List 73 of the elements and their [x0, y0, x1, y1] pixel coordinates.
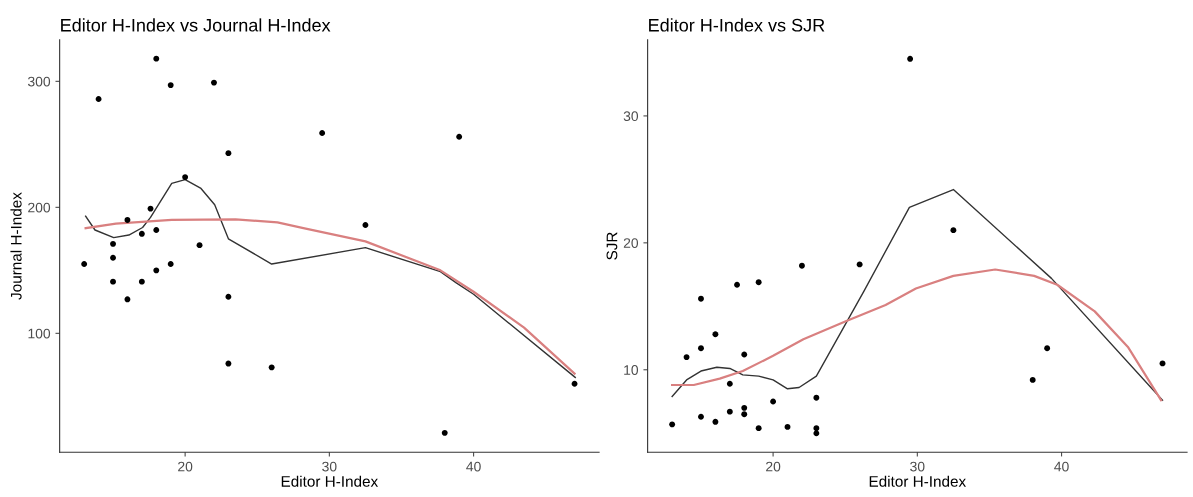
line-series	[84, 218, 576, 375]
point	[110, 240, 116, 247]
point	[153, 55, 160, 62]
point	[813, 394, 820, 401]
y-tick-label: 10	[624, 365, 639, 375]
x-axis-title: Editor H-Index	[281, 475, 379, 487]
x-axis-title: Editor H-Index	[869, 475, 966, 487]
y-axis-title: Journal H-Index	[10, 192, 22, 300]
y-tick-label: 200	[28, 202, 51, 213]
point	[770, 398, 777, 405]
point	[225, 293, 232, 300]
point	[211, 79, 217, 86]
y-axis-title: SJR	[606, 232, 618, 260]
y-tick-label: 300	[27, 76, 51, 87]
chart-title: Editor H-Index vs Journal H-Index	[61, 18, 331, 32]
line-series	[671, 268, 1163, 402]
point	[225, 360, 232, 367]
point	[147, 205, 154, 212]
point	[138, 230, 145, 237]
x-tick-label: 40	[466, 461, 481, 472]
point	[907, 55, 914, 62]
point	[741, 351, 748, 358]
point	[726, 408, 733, 415]
x-tick-label: 40	[1054, 461, 1069, 472]
point	[153, 227, 160, 233]
point	[81, 261, 88, 267]
x-tick-label: 30	[910, 461, 925, 472]
point	[1159, 360, 1166, 367]
x-tick-label: 20	[178, 461, 193, 472]
line-series	[671, 188, 1164, 401]
point	[950, 227, 957, 234]
point	[138, 278, 145, 285]
point	[268, 364, 275, 371]
point	[95, 96, 102, 102]
point	[712, 331, 719, 338]
x-tick-label: 30	[322, 461, 337, 472]
point	[755, 279, 762, 286]
point	[856, 261, 863, 268]
point	[669, 421, 676, 428]
point	[110, 254, 116, 261]
point	[319, 130, 326, 136]
chart-title: Editor H-Index vs SJR	[649, 18, 825, 32]
point	[456, 133, 463, 140]
point	[734, 281, 740, 288]
point	[683, 354, 690, 361]
point	[167, 261, 174, 267]
point	[755, 425, 762, 432]
point	[441, 429, 448, 436]
point	[698, 295, 704, 302]
point	[1044, 345, 1051, 352]
y-tick-label: 20	[623, 238, 639, 249]
point	[698, 345, 704, 352]
point	[698, 413, 704, 420]
point	[741, 404, 748, 411]
point	[110, 278, 116, 285]
y-tick-label: 30	[623, 111, 639, 122]
point	[1029, 376, 1036, 383]
point	[712, 418, 719, 425]
point	[182, 174, 189, 181]
point	[225, 150, 232, 157]
point	[813, 430, 820, 437]
y-tick-label: 100	[28, 328, 51, 339]
point	[153, 267, 160, 274]
point	[167, 82, 174, 89]
point	[362, 222, 369, 228]
point	[813, 425, 820, 432]
point	[196, 242, 203, 249]
point	[726, 380, 733, 387]
point	[124, 216, 131, 223]
point	[799, 262, 805, 269]
point	[741, 411, 748, 418]
x-tick-label: 20	[766, 461, 781, 472]
point	[784, 423, 791, 430]
